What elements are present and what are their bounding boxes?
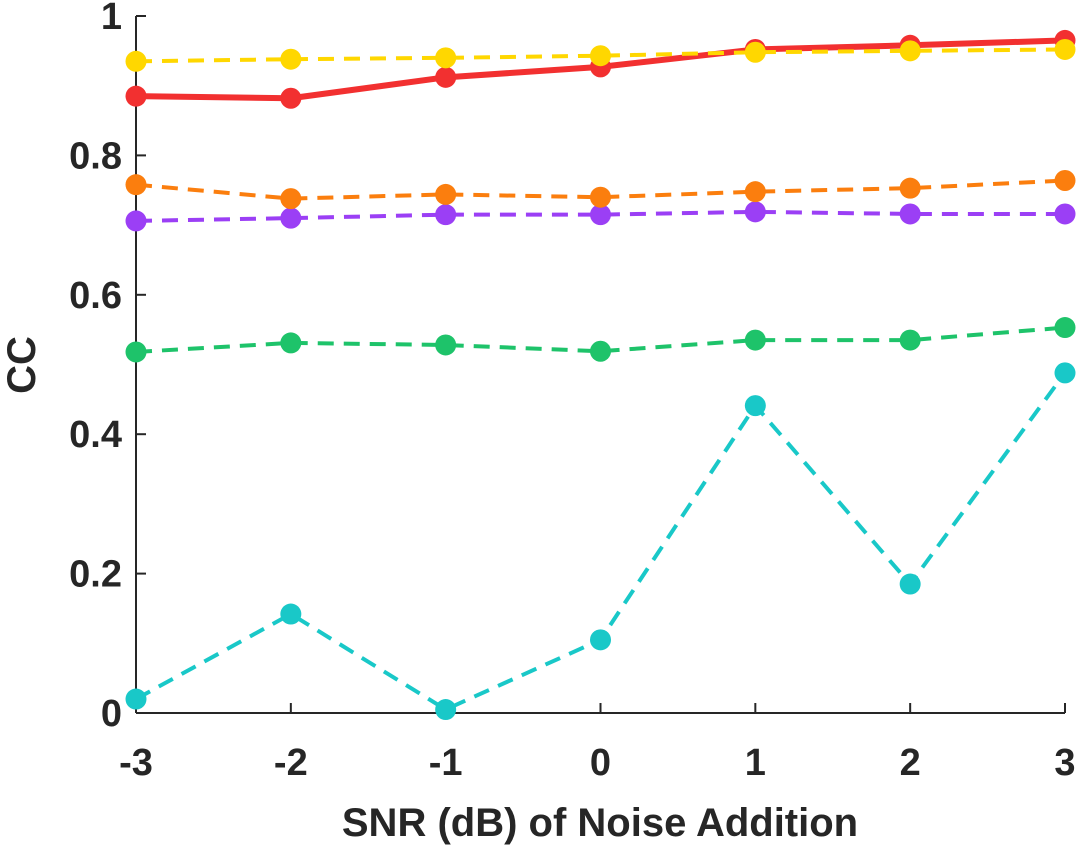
data-point-orange	[435, 183, 457, 205]
ticks: 0 0.2 0.4 0.6 0.8 1 -3 -2 -1 0 1 2 3	[69, 0, 1075, 784]
data-point-green	[1054, 317, 1076, 339]
data-point-green	[744, 329, 766, 351]
series-yellow	[125, 38, 1076, 72]
data-point-red	[280, 87, 302, 109]
data-point-yellow	[280, 48, 302, 70]
data-point-green	[435, 334, 457, 356]
x-tick-label: -3	[119, 742, 153, 784]
x-tick-label: 3	[1054, 742, 1075, 784]
y-axis-label: CC	[0, 336, 44, 394]
data-point-yellow	[1054, 38, 1076, 60]
data-point-green	[280, 332, 302, 354]
data-point-purple	[744, 201, 766, 223]
data-point-orange	[899, 177, 921, 199]
series-purple	[125, 201, 1076, 232]
data-point-yellow	[125, 50, 147, 72]
data-point-cyan	[899, 573, 921, 595]
y-tick-label: 0.4	[69, 414, 122, 456]
data-point-orange	[280, 188, 302, 210]
y-tick-label: 1	[101, 0, 122, 38]
data-point-green	[899, 329, 921, 351]
data-point-red	[125, 85, 147, 107]
data-point-cyan	[125, 688, 147, 710]
y-tick-label: 0.6	[69, 275, 122, 317]
data-point-orange	[125, 174, 147, 196]
data-point-green	[590, 340, 611, 362]
data-point-cyan	[744, 395, 766, 417]
data-point-red	[435, 66, 457, 88]
data-point-purple	[1054, 203, 1076, 225]
data-point-yellow	[899, 40, 921, 62]
series-red	[125, 29, 1076, 109]
series-orange	[125, 169, 1076, 210]
data-point-cyan	[1054, 362, 1076, 384]
y-tick-label: 0.8	[69, 135, 122, 177]
axes	[135, 16, 1065, 714]
x-tick-label: 2	[900, 742, 921, 784]
x-tick-label: -1	[429, 742, 463, 784]
data-point-yellow	[744, 41, 766, 63]
data-point-yellow	[590, 45, 611, 67]
x-axis-label: SNR (dB) of Noise Addition	[342, 801, 858, 845]
data-point-yellow	[435, 47, 457, 69]
data-point-orange	[744, 181, 766, 203]
series-green	[125, 317, 1076, 363]
data-point-cyan	[590, 629, 611, 651]
x-tick-label: 1	[745, 742, 766, 784]
y-tick-label: 0	[101, 693, 122, 735]
data-point-purple	[125, 210, 147, 232]
series-cyan	[125, 362, 1076, 721]
data-point-purple	[899, 203, 921, 225]
data-point-orange	[1054, 169, 1076, 191]
data-point-cyan	[435, 699, 457, 721]
x-tick-label: 0	[590, 742, 611, 784]
data-point-purple	[280, 207, 302, 229]
y-tick-label: 0.2	[69, 554, 122, 596]
data-point-cyan	[280, 603, 302, 625]
data-point-purple	[435, 204, 457, 226]
data-point-purple	[590, 204, 611, 226]
series-line-cyan	[135, 371, 1067, 712]
x-tick-label: -2	[274, 742, 308, 784]
data-point-orange	[590, 186, 611, 208]
series-group	[125, 29, 1076, 721]
data-point-green	[125, 341, 147, 363]
